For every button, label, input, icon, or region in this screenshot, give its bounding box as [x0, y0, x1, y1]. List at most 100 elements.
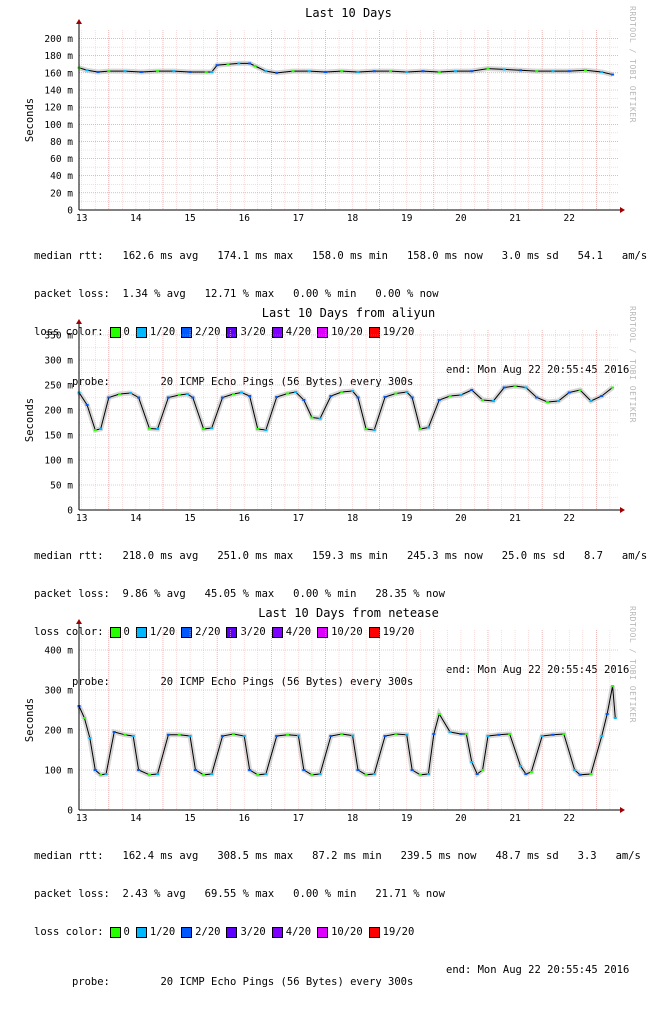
x-tick-label: 22: [564, 213, 575, 224]
series-point: [118, 393, 122, 395]
series-point: [448, 731, 452, 733]
series-point: [518, 69, 522, 72]
series-point: [448, 395, 452, 397]
series-point: [310, 416, 314, 419]
series-point: [286, 733, 290, 736]
series-point: [253, 65, 257, 67]
legend-swatch: [317, 326, 329, 338]
series-point: [535, 396, 539, 399]
series-point: [356, 769, 360, 771]
median-rtt-2: median rtt: 218.0 ms avg 251.0 ms max 15…: [34, 550, 648, 563]
packet-loss-2: packet loss: 9.86 % avg 45.05 % max 0.00…: [34, 587, 445, 600]
chart-svg-1: Last 10 Days Seconds 0 20 m 40 m 60 m 80 m 100 …: [24, 6, 625, 224]
series-point: [364, 428, 368, 430]
series-point: [193, 769, 197, 771]
legend-swatch: [368, 926, 380, 938]
series-point: [93, 769, 97, 771]
series-point: [600, 395, 604, 397]
y-axis-label: Seconds: [24, 698, 36, 742]
legend-label-1: loss color:: [34, 325, 104, 338]
series-point: [481, 769, 485, 771]
series-point: [546, 401, 550, 403]
series-point: [166, 396, 170, 399]
series-point: [275, 71, 279, 74]
y-tick-label: 180 m: [44, 51, 73, 62]
x-tick-label: 22: [564, 813, 575, 824]
stats-block-3: median rtt: 162.4 ms avg 308.5 ms max 87…: [34, 825, 641, 1001]
series-point: [524, 773, 528, 775]
series-point: [256, 428, 260, 430]
x-tick-label: 13: [76, 813, 87, 824]
legend-item-label: 1/20: [149, 625, 176, 638]
x-tick-label: 19: [401, 813, 413, 824]
series-point: [611, 685, 615, 687]
stats-block-1: median rtt: 162.6 ms avg 174.1 ms max 15…: [34, 225, 647, 401]
series-point: [188, 71, 192, 73]
legend-swatch: [135, 626, 147, 638]
legend-swatch: [226, 626, 238, 638]
series-point: [123, 733, 127, 736]
series-point: [383, 396, 387, 398]
series-point: [383, 735, 387, 737]
series-point: [589, 400, 593, 402]
loss-color-legend-2: loss color: 0 1/20 2/20 3/20 4/20 10/20 …: [34, 626, 647, 639]
x-tick-label: 16: [238, 513, 250, 524]
watermark-3: RRDTOOL / TOBI OETIKER: [628, 606, 637, 723]
y-tick-label: 50 m: [50, 481, 73, 492]
legend-swatch: [271, 626, 283, 638]
series-point: [426, 773, 430, 775]
legend-item-label: 19/20: [382, 925, 415, 938]
series-point: [294, 391, 298, 393]
series-point: [302, 399, 306, 401]
series-point: [210, 773, 214, 775]
series-point: [248, 395, 252, 397]
series-point: [613, 717, 617, 719]
chart-panel-1: Last 10 Days Seconds 0 20 m 40 m 60 m 80 m 100 …: [0, 0, 670, 388]
legend-label-3: loss color:: [34, 925, 104, 938]
series-point: [139, 71, 143, 73]
series-point: [356, 396, 360, 399]
series-point: [275, 396, 279, 398]
x-tick-label: 17: [293, 813, 304, 824]
stats-block-2: median rtt: 218.0 ms avg 251.0 ms max 15…: [34, 525, 647, 701]
series-point: [310, 773, 314, 776]
series-point: [131, 735, 135, 737]
y-tick-label: 80 m: [50, 137, 73, 148]
series-point: [432, 733, 436, 735]
series-point: [388, 70, 392, 73]
legend-swatch: [109, 926, 121, 938]
series-point: [405, 71, 409, 73]
series-point: [248, 769, 252, 771]
series-point: [421, 70, 425, 73]
legend-swatch: [181, 926, 193, 938]
legend-swatch: [181, 326, 193, 338]
x-tick-label: 15: [184, 513, 195, 524]
y-tick-label: 0: [67, 506, 73, 517]
legend-swatch: [317, 926, 329, 938]
series-point: [611, 73, 615, 76]
series-point: [210, 71, 214, 73]
series-point: [137, 769, 141, 771]
series-point: [202, 428, 206, 430]
y-tick-label: 300 m: [44, 686, 73, 697]
series-point: [459, 394, 463, 396]
series-spread: [78, 60, 614, 78]
series-point: [147, 427, 151, 430]
legend-swatch: [135, 326, 147, 338]
y-tick-label: 350 m: [44, 331, 73, 342]
legend-swatch: [109, 326, 121, 338]
series-point: [351, 734, 355, 737]
chart-title: Last 10 Days from aliyun: [262, 306, 435, 320]
x-tick-label: 20: [455, 213, 467, 224]
series-point: [405, 391, 409, 393]
series-point: [508, 733, 512, 735]
x-tick-label: 18: [347, 213, 359, 224]
loss-color-legend-3: loss color: 0 1/20 2/20 3/20 4/20 10/20 …: [34, 926, 641, 939]
series-point: [112, 731, 116, 733]
series-point: [264, 429, 268, 431]
watermark-1: RRDTOOL / TOBI OETIKER: [628, 6, 637, 123]
packet-loss-3: packet loss: 2.43 % avg 69.55 % max 0.00…: [34, 887, 445, 900]
series-point: [240, 391, 244, 394]
series-point: [204, 71, 208, 73]
series-point: [166, 733, 170, 736]
